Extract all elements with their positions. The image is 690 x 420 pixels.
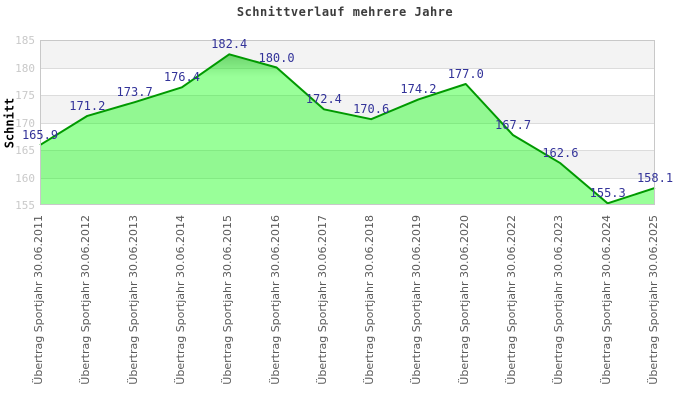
x-tick-label: Übertrag Sportjahr 30.06.2025 bbox=[647, 215, 660, 385]
x-tick-label: Übertrag Sportjahr 30.06.2017 bbox=[315, 215, 329, 385]
chart-title: Schnittverlauf mehrere Jahre bbox=[236, 5, 454, 19]
y-tick-label: 165 bbox=[15, 144, 35, 157]
x-tick-label: Übertrag Sportjahr 30.06.2020 bbox=[457, 215, 471, 385]
y-tick-label: 185 bbox=[15, 34, 35, 47]
x-tick-label: Übertrag Sportjahr 30.06.2022 bbox=[505, 215, 519, 385]
area-fill bbox=[40, 54, 655, 205]
data-point-label: 172.4 bbox=[305, 92, 342, 107]
x-tick-label: Übertrag Sportjahr 30.06.2024 bbox=[599, 215, 613, 385]
x-tick-label: Übertrag Sportjahr 30.06.2014 bbox=[173, 215, 187, 385]
x-tick-label: Übertrag Sportjahr 30.06.2016 bbox=[268, 215, 282, 385]
data-point-label: 173.7 bbox=[116, 85, 153, 100]
grid-band bbox=[40, 67, 655, 95]
plot-area bbox=[39, 40, 656, 205]
data-point-label: 174.2 bbox=[400, 82, 437, 97]
data-point-label: 171.2 bbox=[69, 98, 106, 113]
x-tick-label: Übertrag Sportjahr 30.06.2012 bbox=[79, 215, 93, 385]
series-line bbox=[39, 53, 656, 205]
x-tick-label: Übertrag Sportjahr 30.06.2018 bbox=[363, 215, 377, 385]
x-tick-label: Übertrag Sportjahr 30.06.2011 bbox=[32, 215, 45, 385]
y-tick-label: 170 bbox=[15, 116, 35, 130]
data-point-label: 162.6 bbox=[542, 146, 579, 161]
data-point-label: 170.6 bbox=[353, 102, 390, 117]
data-point-label: 177.0 bbox=[447, 67, 484, 81]
grid-line bbox=[40, 95, 655, 96]
data-point-label: 176.4 bbox=[163, 70, 200, 85]
y-tick-label: 160 bbox=[15, 171, 35, 185]
grid-line bbox=[40, 67, 655, 69]
x-tick-label: Übertrag Sportjahr 30.06.2023 bbox=[552, 215, 566, 385]
y-tick-label: 175 bbox=[15, 89, 35, 102]
data-point-label: 165.9 bbox=[21, 128, 59, 143]
data-point-label: 155.3 bbox=[589, 186, 626, 201]
grid-band bbox=[40, 40, 655, 68]
y-tick-label: 155 bbox=[15, 199, 35, 212]
data-point-label: 180.0 bbox=[258, 50, 295, 65]
data-point-label: 158.1 bbox=[636, 170, 674, 185]
y-tick-label: 180 bbox=[15, 61, 35, 75]
series-svg bbox=[39, 53, 656, 205]
x-tick-label: Übertrag Sportjahr 30.06.2019 bbox=[410, 215, 424, 385]
x-tick-label: Übertrag Sportjahr 30.06.2015 bbox=[221, 215, 235, 385]
data-point-label: 182.4 bbox=[211, 37, 248, 52]
data-point-label: 167.7 bbox=[495, 118, 532, 133]
x-tick-label: Übertrag Sportjahr 30.06.2013 bbox=[126, 215, 140, 385]
